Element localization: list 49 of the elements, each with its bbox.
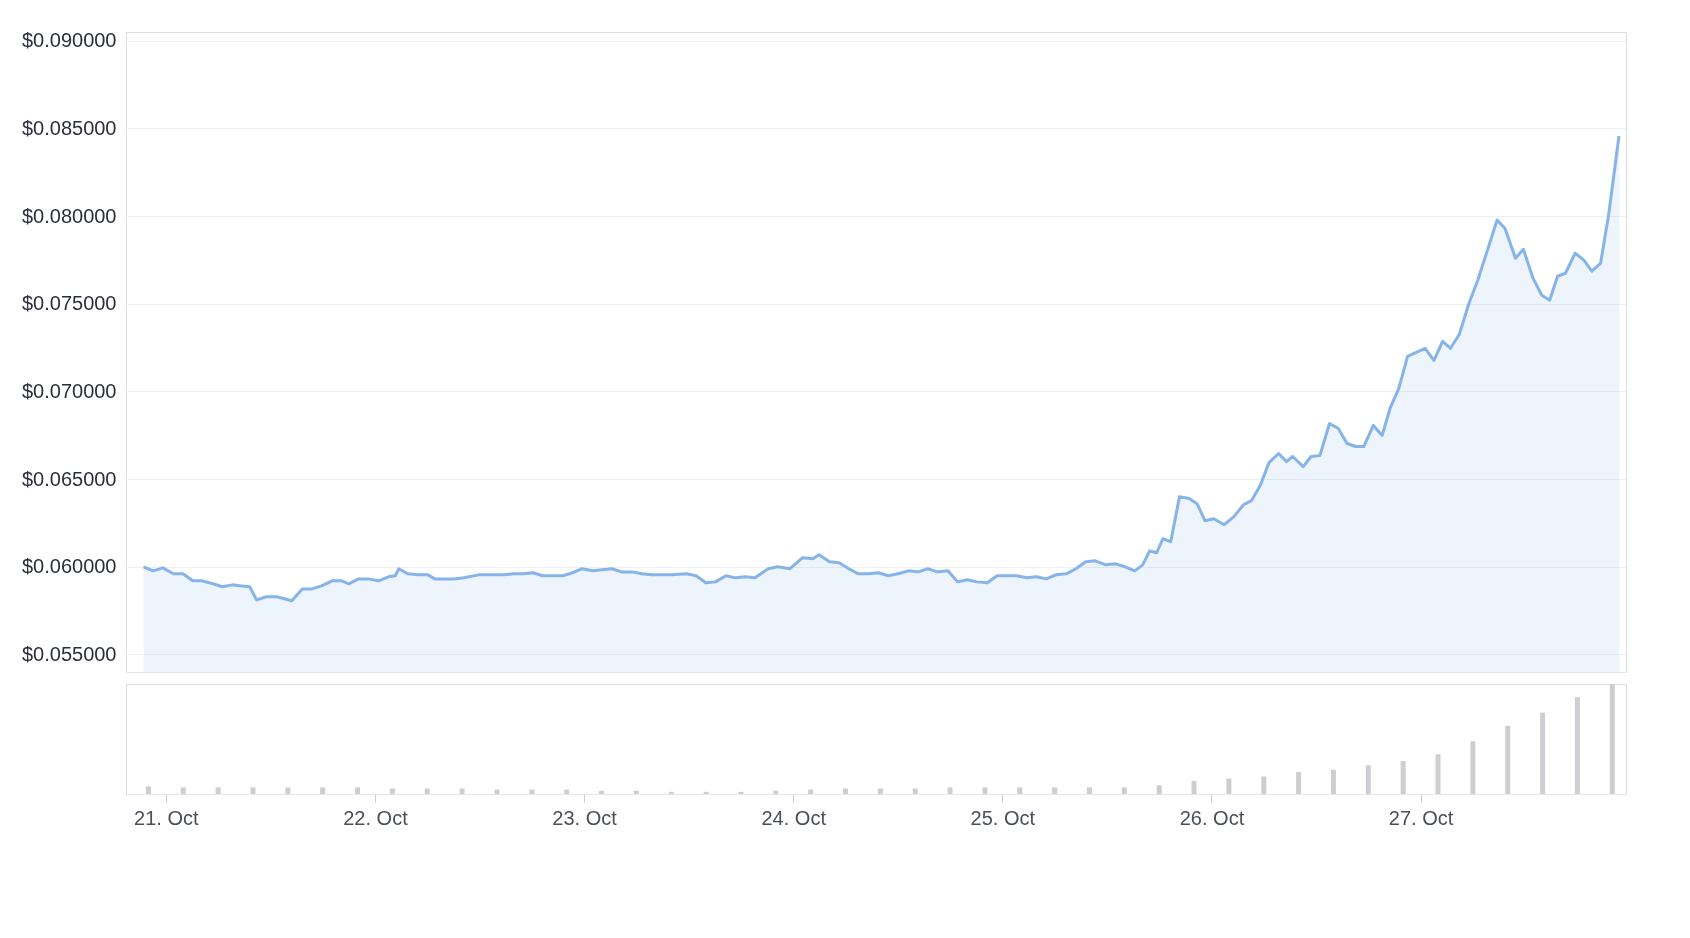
y-tick-label: $0.085000 bbox=[21, 116, 117, 139]
bar bbox=[1121, 787, 1127, 794]
bar bbox=[1017, 787, 1023, 794]
x-tick-label: 23. Oct bbox=[552, 806, 618, 829]
x-tick-label: 27. Oct bbox=[1388, 806, 1454, 829]
bar bbox=[703, 791, 709, 794]
y-tick-label: $0.060000 bbox=[21, 555, 117, 578]
x-tick-label: 21. Oct bbox=[134, 806, 200, 829]
bar bbox=[1296, 772, 1302, 794]
bar bbox=[1330, 769, 1336, 794]
bar bbox=[668, 791, 674, 794]
bar bbox=[1574, 697, 1580, 794]
bar bbox=[1156, 785, 1162, 794]
bar bbox=[180, 787, 186, 794]
bar bbox=[1400, 761, 1406, 794]
bar bbox=[285, 787, 291, 794]
x-tick-label: 26. Oct bbox=[1179, 806, 1245, 829]
y-tick-label: $0.055000 bbox=[21, 642, 117, 665]
bar bbox=[1609, 684, 1615, 794]
bar bbox=[1435, 754, 1441, 794]
bar bbox=[145, 786, 151, 794]
y-tick-label: $0.065000 bbox=[21, 467, 117, 490]
bar bbox=[355, 787, 361, 794]
bar bbox=[1365, 765, 1371, 794]
x-tick-label: 24. Oct bbox=[761, 806, 827, 829]
y-tick-label: $0.070000 bbox=[21, 379, 117, 402]
bar bbox=[215, 787, 221, 794]
bar bbox=[564, 789, 570, 794]
bar bbox=[1086, 787, 1092, 794]
bar bbox=[1191, 780, 1197, 794]
x-tick-label: 22. Oct bbox=[343, 806, 409, 829]
bar bbox=[947, 787, 953, 794]
bar bbox=[738, 791, 744, 794]
x-tick-label: 25. Oct bbox=[970, 806, 1036, 829]
bar bbox=[250, 787, 256, 794]
bar bbox=[1540, 712, 1546, 794]
bar bbox=[982, 787, 988, 794]
bar bbox=[494, 789, 500, 794]
bar bbox=[320, 787, 326, 794]
bar bbox=[808, 789, 814, 794]
bar bbox=[1505, 725, 1511, 794]
bar bbox=[529, 789, 535, 794]
y-tick-label: $0.090000 bbox=[21, 29, 117, 52]
bar bbox=[1052, 787, 1058, 794]
bar bbox=[1470, 741, 1476, 794]
y-tick-label: $0.075000 bbox=[21, 292, 117, 315]
bar bbox=[1261, 776, 1267, 794]
y-tick-label: $0.080000 bbox=[21, 204, 117, 227]
bar bbox=[1226, 778, 1232, 794]
